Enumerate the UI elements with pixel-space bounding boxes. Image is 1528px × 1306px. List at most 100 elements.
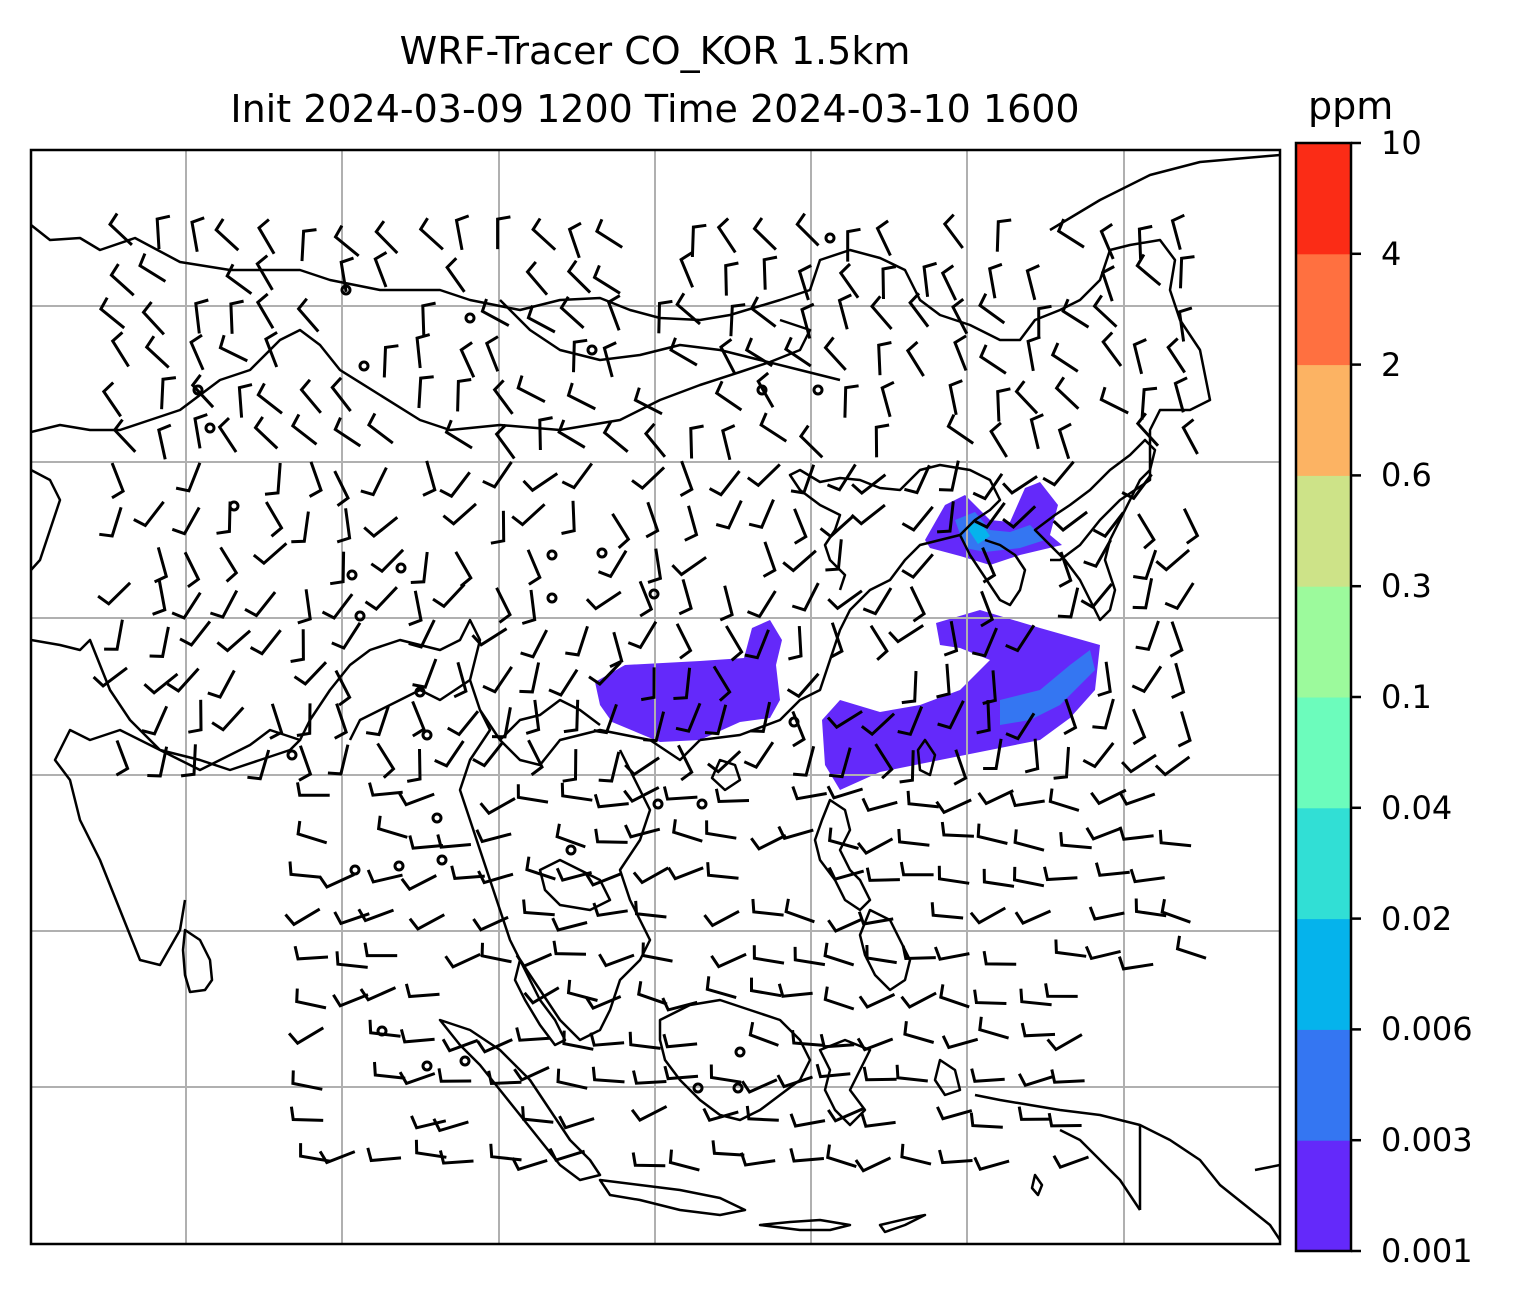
- calm-wind-marker: [648, 588, 660, 600]
- wind-barb: [525, 260, 549, 296]
- wind-barb: [977, 789, 1014, 806]
- wind-barb: [408, 590, 423, 627]
- wind-barb: [1175, 935, 1207, 960]
- wind-barb: [566, 259, 592, 294]
- wind-barb: [1177, 711, 1192, 748]
- wind-barb: [776, 1074, 813, 1089]
- wind-barb: [1169, 621, 1184, 658]
- wind-barb: [933, 946, 970, 961]
- wind-barb: [1054, 376, 1080, 410]
- wind-barb: [1083, 539, 1113, 569]
- wind-barb: [490, 510, 506, 545]
- wind-barb: [526, 549, 542, 586]
- wind-barb: [548, 1147, 586, 1162]
- wind-barb: [632, 866, 670, 885]
- wind-barb: [690, 223, 707, 258]
- wind-barb: [1061, 298, 1090, 329]
- wind-barb: [558, 1115, 595, 1130]
- wind-barb: [1158, 829, 1192, 848]
- colorbar-tick-label: 0.006: [1381, 1010, 1473, 1049]
- wind-barb: [598, 751, 621, 783]
- coastline-east-edge: [1254, 1163, 1280, 1172]
- calm-wind-marker: [431, 812, 443, 824]
- wind-barb: [980, 590, 995, 628]
- coastline-lesser-sunda: [758, 1218, 852, 1232]
- coastline-china-east: [699, 463, 1002, 742]
- wind-barb: [155, 214, 171, 250]
- wind-barb: [293, 661, 328, 686]
- wind-barb: [1100, 265, 1115, 302]
- wind-barb: [789, 1148, 825, 1163]
- wind-barb: [408, 913, 446, 931]
- wind-barb: [511, 1157, 548, 1172]
- wind-barb: [209, 589, 239, 619]
- wind-barb: [334, 669, 352, 707]
- wind-barb: [706, 750, 742, 774]
- wind-barb: [366, 412, 394, 445]
- wind-barb: [1014, 380, 1039, 415]
- wind-barb: [1132, 549, 1158, 581]
- wind-barb: [453, 661, 468, 699]
- wind-barb: [406, 748, 422, 783]
- wind-barb: [382, 344, 399, 378]
- wind-barb: [321, 593, 354, 620]
- wind-barb: [584, 872, 622, 887]
- wind-barb: [296, 703, 312, 737]
- wind-barb: [414, 1139, 447, 1159]
- colorbar-segment: [1296, 364, 1351, 476]
- wind-barb: [645, 501, 660, 539]
- wind-barb: [588, 661, 622, 687]
- wind-barb: [982, 950, 1017, 966]
- wind-barb: [363, 942, 398, 958]
- wind-barb: [795, 212, 820, 247]
- colorbar-segment: [1296, 586, 1351, 698]
- wind-barb: [160, 376, 177, 410]
- wind-barb: [611, 513, 631, 550]
- wind-barb: [748, 499, 775, 529]
- wind-barb: [1020, 1022, 1056, 1038]
- wind-barb: [628, 1031, 661, 1050]
- wind-barb: [673, 667, 692, 700]
- wind-barb: [996, 387, 1011, 422]
- wind-barb: [749, 296, 777, 328]
- wind-barb: [252, 542, 288, 566]
- wind-barb: [521, 1106, 554, 1124]
- wind-barb: [609, 631, 624, 669]
- wind-barb: [1092, 294, 1118, 328]
- wind-barb: [484, 335, 500, 372]
- wind-barb: [1135, 620, 1160, 651]
- wind-barb: [408, 835, 444, 850]
- wind-barb: [439, 471, 471, 499]
- wind-barb: [948, 379, 963, 416]
- wind-barb: [216, 629, 252, 653]
- wind-barb: [838, 262, 860, 299]
- wind-barb: [253, 416, 279, 450]
- wind-barb: [976, 700, 991, 735]
- wind-barb: [1037, 304, 1052, 339]
- wind-barb: [376, 815, 408, 839]
- wind-barb: [862, 587, 893, 616]
- wind-barb: [823, 986, 855, 1011]
- calm-wind-marker: [652, 798, 664, 810]
- wind-barb: [115, 739, 130, 777]
- wind-barb: [746, 590, 777, 619]
- wind-barb: [329, 551, 346, 586]
- wind-barb: [308, 461, 323, 498]
- wind-barb: [1082, 741, 1115, 769]
- calm-wind-marker: [546, 592, 558, 604]
- calm-wind-marker: [812, 384, 824, 396]
- wind-barb: [752, 217, 777, 251]
- wind-barb: [899, 861, 934, 877]
- wind-barb: [410, 551, 429, 584]
- wind-barb: [327, 744, 350, 776]
- wind-barb: [218, 334, 248, 363]
- wind-barb: [671, 556, 707, 577]
- wind-barb: [249, 629, 282, 656]
- wind-barb: [1092, 511, 1125, 539]
- wind-barb: [678, 578, 693, 616]
- wind-barb: [1132, 578, 1154, 610]
- wind-barb: [1043, 866, 1078, 882]
- wind-barb: [900, 1143, 932, 1166]
- wind-barb: [1080, 583, 1113, 610]
- wind-barb: [98, 296, 126, 330]
